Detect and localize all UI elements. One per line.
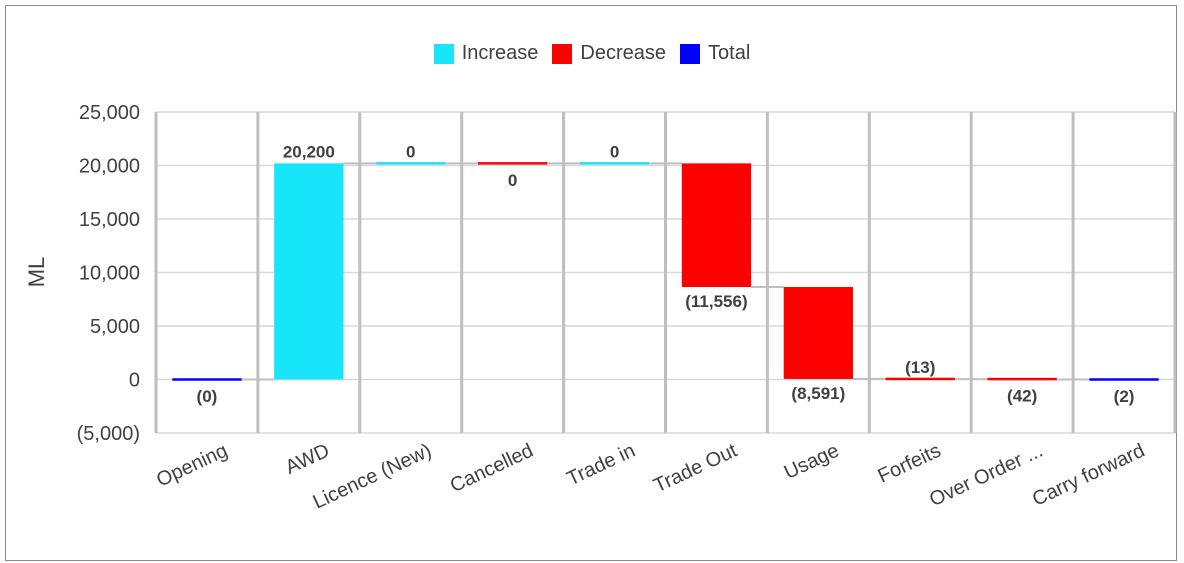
legend-swatch-increase (433, 43, 454, 64)
data-label-awd: 20,200 (283, 142, 335, 161)
y-tick-label: 10,000 (79, 263, 140, 285)
legend-swatch-total (680, 43, 701, 64)
bar-cancelled (478, 162, 548, 165)
x-tick-label: Forfeits (875, 440, 945, 488)
bar-usage (783, 287, 853, 379)
x-tick-label: Opening (153, 440, 231, 492)
legend-item-increase: Increase (433, 42, 539, 65)
data-label-trade-out: (11,556) (685, 292, 747, 311)
x-tick-label: Trade in (564, 440, 639, 491)
x-tick-label: AWD (282, 440, 333, 479)
data-label-cancelled: 0 (508, 171, 517, 190)
y-tick-label: (5,000) (77, 423, 140, 445)
bar-licence-new (376, 162, 446, 165)
legend-item-decrease: Decrease (552, 42, 666, 65)
y-tick-label: 5,000 (90, 316, 140, 338)
bar-carry-forward (1089, 378, 1159, 381)
data-label-opening: (0) (197, 387, 218, 406)
connectors (241, 162, 1090, 381)
x-tick-label: Cancelled (447, 440, 537, 498)
bar-trade-in (579, 162, 650, 165)
legend: Increase Decrease Total (0, 42, 1184, 65)
y-tick-label: 20,000 (79, 156, 140, 178)
y-tick-label: 25,000 (79, 102, 140, 124)
y-axis-ticks: 25,000 20,000 15,000 10,000 5,000 0 (5,000) (77, 102, 140, 445)
bar-awd (274, 163, 344, 380)
x-tick-label: Over Order ... (926, 440, 1046, 512)
data-label-carry-forward: (2) (1114, 387, 1135, 406)
data-label-trade-in: 0 (610, 142, 619, 161)
data-labels: (0) 20,200 0 0 0 (11,556) (8,591) (13) (42) (2) (197, 142, 1135, 406)
y-tick-label: 0 (129, 370, 140, 392)
data-label-usage: (8,591) (791, 384, 845, 403)
legend-item-total: Total (680, 42, 750, 65)
chart-frame (5, 5, 1177, 561)
bar-forfeits (885, 377, 955, 381)
x-tick-label: Carry forward (1029, 440, 1148, 511)
bars (172, 162, 1159, 381)
data-label-forfeits: (13) (905, 358, 935, 377)
legend-swatch-decrease (552, 43, 573, 64)
y-axis-label: ML (24, 257, 49, 288)
bar-trade-out (681, 163, 752, 288)
y-tick-label: 15,000 (79, 209, 140, 231)
bar-opening (172, 378, 242, 381)
data-label-licence-new: 0 (406, 142, 415, 161)
data-label-over-order: (42) (1007, 387, 1037, 406)
x-tick-label: Trade Out (650, 439, 741, 497)
x-tick-label: Usage (781, 440, 843, 484)
bar-over-order (987, 377, 1057, 381)
legend-label-decrease: Decrease (580, 42, 667, 64)
legend-label-total: Total (708, 42, 751, 64)
legend-label-increase: Increase (461, 42, 539, 64)
